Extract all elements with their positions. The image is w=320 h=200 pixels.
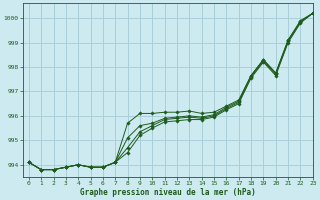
X-axis label: Graphe pression niveau de la mer (hPa): Graphe pression niveau de la mer (hPa) bbox=[80, 188, 256, 197]
